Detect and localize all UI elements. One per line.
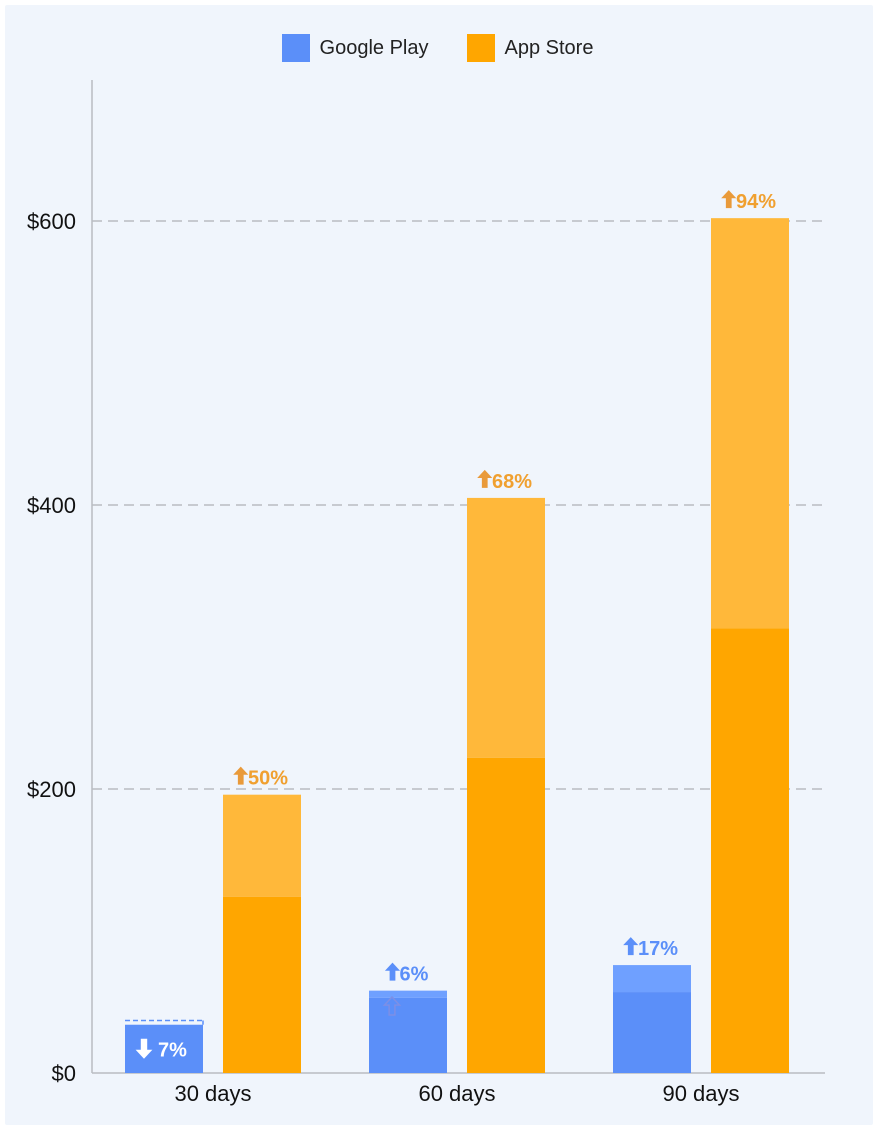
legend-label-app-store: App Store: [504, 36, 594, 59]
bar-increase-segment: [711, 218, 789, 629]
bar-change-label: 17%: [638, 938, 678, 960]
y-tick-label: $400: [27, 493, 76, 518]
bar-change-label: 7%: [158, 1040, 187, 1062]
y-tick-label: $200: [27, 777, 76, 802]
bar-previous-segment: [369, 997, 447, 1073]
up-arrow-icon: [477, 469, 493, 488]
legend-swatch-app-store: [466, 34, 495, 62]
bar-change-label: 6%: [400, 964, 429, 986]
bar-change-label: 50%: [248, 768, 288, 790]
up-arrow-icon: [623, 937, 639, 956]
bar-previous-segment: [613, 992, 691, 1073]
legend-item-app-store[interactable]: App Store: [466, 34, 594, 62]
x-tick-label: 60 days: [418, 1081, 495, 1106]
x-tick-label: 90 days: [662, 1081, 739, 1106]
y-tick-label: $600: [27, 209, 76, 234]
bar-increase-segment: [613, 965, 691, 993]
up-arrow-icon: [721, 190, 737, 209]
bar: [125, 1024, 203, 1073]
bar-increase-segment: [369, 990, 447, 998]
down-arrow-icon: [135, 1038, 153, 1059]
legend-item-google-play[interactable]: Google Play: [281, 34, 429, 62]
bar-previous-segment: [467, 757, 545, 1073]
bar-previous-segment: [711, 628, 789, 1073]
bar-change-label: 68%: [492, 471, 532, 493]
legend-swatch-google-play: [281, 34, 310, 62]
bar-increase-segment: [223, 794, 301, 897]
y-tick-label: $0: [52, 1061, 76, 1086]
x-tick-label: 30 days: [174, 1081, 251, 1106]
bar-change-label: 94%: [736, 191, 776, 213]
bar-previous-segment: [223, 896, 301, 1073]
chart-legend: Google Play App Store: [0, 34, 875, 62]
legend-label-google-play: Google Play: [319, 36, 429, 59]
bar-increase-segment: [467, 497, 545, 758]
up-arrow-icon: [233, 766, 249, 785]
up-arrow-outline-icon: [382, 995, 402, 1016]
up-arrow-icon: [384, 962, 401, 981]
